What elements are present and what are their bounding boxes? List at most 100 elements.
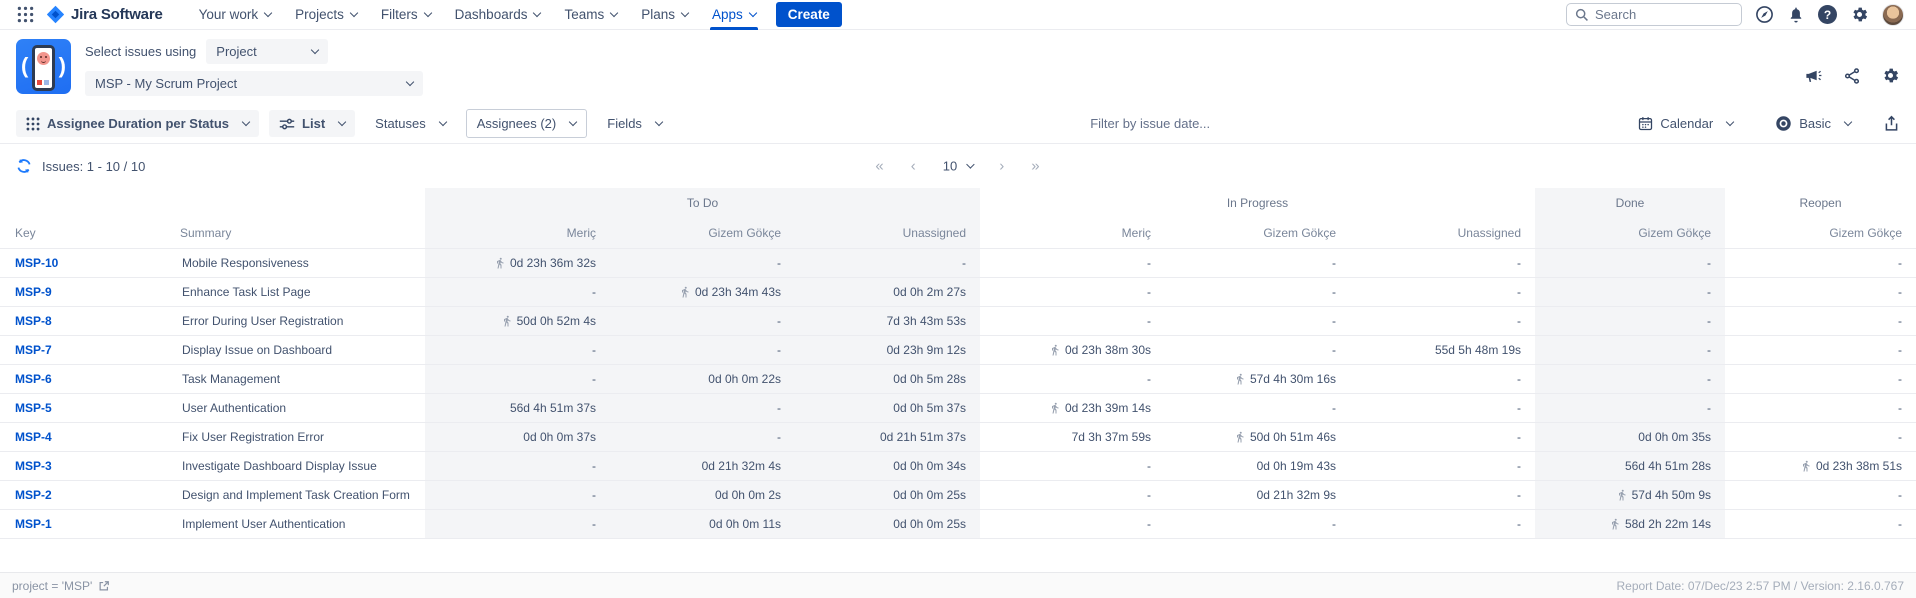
jql-query-text: project = 'MSP' [12,578,93,593]
project-dropdown[interactable]: MSP - My Scrum Project [85,71,423,96]
search-input[interactable] [1595,7,1725,22]
duration-cell: - [610,247,795,277]
export-icon[interactable] [1883,115,1900,132]
duration-cell: 0d 0h 0m 35s [1535,421,1725,451]
chevron-down-icon [748,8,758,17]
pager: « ‹ 10 › » [875,158,1040,175]
issue-source-section: () Select issues using Project MSP - My … [0,30,1916,104]
duration-cell: - [1535,363,1725,393]
top-navigation-bar: Jira Software Your work Projects Filters Da… [0,0,1916,30]
summary-cell: Display Issue on Dashboard [180,334,425,364]
duration-cell: 0d 23h 39m 14s [980,392,1165,422]
duration-cell: 0d 23h 38m 51s [1725,450,1916,480]
primary-nav: Your work Projects Filters Dashboards Teams P… [189,0,766,30]
detail-level-dropdown[interactable]: Basic [1765,109,1861,138]
report-settings-gear-icon[interactable] [1881,66,1900,85]
chevron-down-icon [423,8,432,17]
duration-cell: - [1535,305,1725,335]
issues-pagination-row: Issues: 1 - 10 / 10 « ‹ 10 › » [0,144,1916,188]
page-size-dropdown[interactable]: 10 [943,159,975,174]
help-icon[interactable]: ? [1818,5,1837,24]
calendar-icon [1639,117,1653,131]
column-header: Unassigned [1457,225,1521,240]
fields-dropdown[interactable]: Fields [597,110,672,137]
assignees-filter-dropdown[interactable]: Assignees (2) [465,109,588,138]
duration-cell: - [980,363,1165,393]
column-header: Gizem Gökçe [610,218,795,248]
issue-key-link[interactable]: MSP-5 [15,400,52,415]
duration-cell: 55d 5h 48m 19s [1350,334,1535,364]
duration-cell: - [980,479,1165,509]
chevron-down-icon [241,117,251,126]
jira-diamond-icon [47,5,64,24]
running-person-icon [1051,402,1059,413]
refresh-icon[interactable] [16,158,32,174]
duration-cell: 7d 3h 43m 53s [795,305,980,335]
chevron-down-icon [680,8,690,17]
duration-cell: - [1165,334,1350,364]
issue-key-link[interactable]: MSP-7 [15,342,52,357]
duration-cell: 0d 23h 38m 30s [980,334,1165,364]
key-cell: MSP-3 [0,450,180,480]
nav-item-teams[interactable]: Teams [554,0,627,30]
feedback-megaphone-icon[interactable] [1804,66,1823,85]
app-switcher-icon[interactable] [12,2,38,28]
notifications-bell-icon[interactable] [1787,6,1805,24]
issue-row: MSP-5 User Authentication 56d 4h 51m 37s -0… [0,392,1916,422]
first-page-button[interactable]: « [875,157,885,175]
nav-item-filters[interactable]: Filters [371,0,441,30]
running-person-icon [1236,373,1244,384]
user-avatar[interactable] [1882,3,1904,26]
summary-cell: Investigate Dashboard Display Issue [180,450,425,480]
select-issues-label: Select issues using [85,44,197,59]
create-button[interactable]: Create [775,2,842,27]
issue-key-link[interactable]: MSP-9 [15,284,52,299]
nav-item-projects[interactable]: Projects [285,0,367,30]
issue-key-link[interactable]: MSP-3 [15,458,52,473]
status-group-header: In Progress [1226,196,1289,210]
duration-cell: - [1725,421,1916,451]
view-type-dropdown[interactable]: List [269,110,356,137]
duration-cell: - [425,276,610,306]
issue-key-link[interactable]: MSP-1 [15,516,52,531]
issue-source-type-dropdown[interactable]: Project [206,39,329,64]
duration-cell: - [1165,392,1350,422]
issue-key-link[interactable]: MSP-6 [15,371,52,386]
column-header: Meriç [425,218,610,248]
chevron-down-icon [349,8,359,17]
issue-key-link[interactable]: MSP-4 [15,429,52,444]
issue-key-link[interactable]: MSP-8 [15,313,52,328]
eye-icon [1776,116,1791,131]
statuses-filter-dropdown[interactable]: Statuses [365,110,456,137]
last-page-button[interactable]: » [1031,157,1041,175]
chevron-down-icon [1843,117,1853,126]
nav-item-dashboards[interactable]: Dashboards [445,0,551,30]
share-icon[interactable] [1843,67,1861,85]
summary-cell: User Authentication [180,392,425,422]
next-page-button[interactable]: › [999,157,1006,175]
duration-cell: - [1350,508,1535,539]
nav-item-your-work[interactable]: Your work [189,0,282,30]
issue-key-link[interactable]: MSP-2 [15,487,52,502]
duration-cell: 0d 0h 0m 25s [795,508,980,539]
jira-logo[interactable]: Jira Software [46,5,163,24]
duration-cell: - [1725,479,1916,509]
report-type-dropdown[interactable]: Assignee Duration per Status [16,110,260,137]
duration-cell: - [1350,305,1535,335]
group-header-blank [0,188,425,218]
prev-page-button[interactable]: ‹ [910,157,917,175]
issue-key-link[interactable]: MSP-10 [15,255,59,270]
duration-cell: - [610,421,795,451]
duration-cell: 57d 4h 50m 9s [1535,479,1725,509]
duration-cell: 50d 0h 52m 4s [425,305,610,335]
duration-cell: - [1350,450,1535,480]
settings-gear-icon[interactable] [1850,5,1869,24]
external-link-icon[interactable] [98,580,110,592]
calendar-dropdown[interactable]: Calendar [1628,110,1743,137]
global-search[interactable] [1566,3,1742,26]
nav-item-plans[interactable]: Plans [631,0,698,30]
nav-item-apps[interactable]: Apps [702,0,766,30]
duration-cell: - [610,305,795,335]
issue-date-filter-input[interactable]: Filter by issue date... [1090,116,1211,131]
discover-icon[interactable] [1755,5,1774,24]
